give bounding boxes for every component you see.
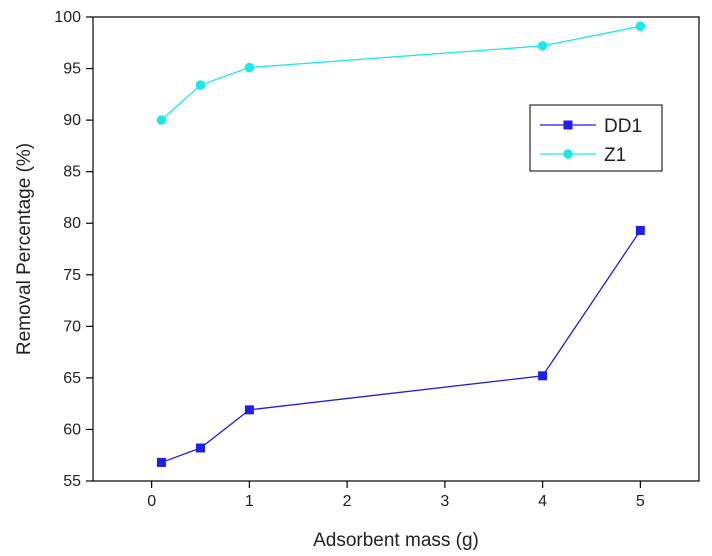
y-tick-label: 85 <box>63 164 81 181</box>
x-axis-title: Adsorbent mass (g) <box>313 530 479 551</box>
x-tick-label: 4 <box>538 493 547 510</box>
data-point <box>537 41 548 51</box>
data-point <box>195 80 206 90</box>
series-layer <box>156 21 646 467</box>
legend-box <box>529 104 663 172</box>
y-tick-label: 55 <box>63 473 81 490</box>
legend-label: Z1 <box>604 145 626 166</box>
legend-marker <box>563 149 573 159</box>
x-tick-label: 2 <box>343 493 352 510</box>
legend-item-z1: Z1 <box>540 145 626 166</box>
plot-frame <box>92 16 700 482</box>
x-tick-label: 3 <box>440 493 449 510</box>
x-axis: 0 1 2 3 4 5 <box>147 481 645 510</box>
y-axis-title: Removal Percentage (%) <box>14 143 35 355</box>
y-tick-label: 75 <box>63 267 81 284</box>
y-tick-label: 95 <box>63 61 81 78</box>
x-tick-label: 0 <box>147 493 156 510</box>
y-tick-label: 65 <box>63 370 81 387</box>
data-point <box>635 225 645 235</box>
y-tick-label: 60 <box>63 421 81 438</box>
data-point <box>635 21 646 32</box>
series-dd1 <box>156 225 645 467</box>
legend-item-dd1: DD1 <box>540 116 642 137</box>
series-z1 <box>156 21 646 125</box>
x-tick-label: 5 <box>636 493 645 510</box>
x-tick-label: 1 <box>245 493 254 510</box>
series-line <box>161 230 641 464</box>
y-tick-label: 80 <box>63 215 81 232</box>
y-axis: 55 60 65 70 75 80 85 90 95 100 <box>54 9 93 490</box>
legend-marker <box>563 120 573 130</box>
data-point <box>196 443 206 453</box>
data-point <box>156 115 167 125</box>
data-point <box>156 457 166 467</box>
y-tick-label: 90 <box>63 112 81 129</box>
data-point <box>244 405 254 415</box>
plot-area <box>92 16 700 482</box>
legend-label: DD1 <box>604 116 642 137</box>
data-point <box>538 371 548 381</box>
y-tick-label: 70 <box>63 318 81 335</box>
y-tick-label: 100 <box>54 9 81 26</box>
data-point <box>244 62 255 73</box>
